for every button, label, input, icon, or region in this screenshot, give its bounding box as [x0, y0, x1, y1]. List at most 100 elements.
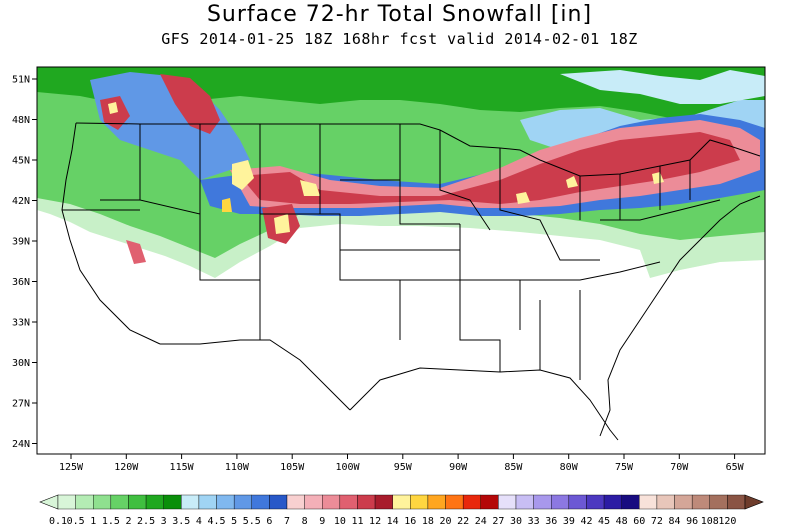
- colorbar-label: 72: [651, 516, 663, 527]
- colorbar-swatch: [603, 494, 622, 510]
- lat-label: 51N: [12, 75, 30, 86]
- colorbar-label: 22: [457, 516, 469, 527]
- colorbar-label: 96: [686, 516, 698, 527]
- lat-label: 39N: [12, 237, 30, 248]
- colorbar-left-arrow: [39, 494, 59, 510]
- colorbar-swatch: [286, 494, 305, 510]
- lon-label: 75W: [615, 462, 634, 473]
- map-subtitle: GFS 2014-01-25 18Z 168hr fcst valid 2014…: [161, 30, 638, 48]
- colorbar-swatch: [551, 494, 570, 510]
- colorbar-label: 1.5: [102, 516, 120, 527]
- lon-label: 80W: [560, 462, 579, 473]
- colorbar-swatch: [498, 494, 517, 510]
- map-boundaries: [61, 122, 761, 441]
- colorbar-label: 48: [616, 516, 628, 527]
- colorbar-label: 45: [598, 516, 610, 527]
- colorbar-swatch: [216, 494, 235, 510]
- colorbar-swatch: [586, 494, 605, 510]
- colorbar-label: 7: [284, 516, 290, 527]
- colorbar-swatch: [110, 494, 129, 510]
- colorbar-label: 84: [669, 516, 681, 527]
- colorbar-swatch: [339, 494, 358, 510]
- plot-frame: [36, 66, 766, 455]
- latitude-axis: 51N 48N 45N 42N 39N 36N 33N 30N 27N 24N: [12, 75, 37, 450]
- colorbar-label: 1: [90, 516, 96, 527]
- colorbar-swatch: [269, 494, 288, 510]
- colorbar-swatch: [57, 494, 76, 510]
- colorbar-swatch: [322, 494, 341, 510]
- lat-label: 24N: [12, 439, 30, 450]
- colorbar-swatch: [181, 494, 200, 510]
- colorbar-label: 3.5: [172, 516, 190, 527]
- colorbar-swatch: [304, 494, 323, 510]
- colorbar-swatch: [163, 494, 182, 510]
- colorbar-label: 24: [475, 516, 487, 527]
- colorbar-label: 27: [492, 516, 504, 527]
- colorbar-label: 2: [125, 516, 131, 527]
- lon-label: 70W: [670, 462, 689, 473]
- colorbar-label: 2.5: [137, 516, 155, 527]
- colorbar-label: 12: [369, 516, 381, 527]
- lon-label: 85W: [504, 462, 523, 473]
- lon-label: 125W: [59, 462, 84, 473]
- colorbar-swatch: [357, 494, 376, 510]
- colorbar-label: 20: [440, 516, 452, 527]
- colorbar-label: 8: [302, 516, 308, 527]
- colorbar-swatch: [410, 494, 429, 510]
- map-title: Surface 72-hr Total Snowfall [in]: [206, 2, 593, 27]
- colorbar-label: 4: [196, 516, 202, 527]
- colorbar-label: 0.1: [49, 516, 67, 527]
- lon-label: 95W: [394, 462, 413, 473]
- colorbar-swatch: [374, 494, 393, 510]
- colorbar-swatch: [691, 494, 710, 510]
- colorbar-label: 10: [334, 516, 346, 527]
- colorbar-swatch: [198, 494, 217, 510]
- colorbar-label: 14: [387, 516, 399, 527]
- lon-label: 120W: [114, 462, 139, 473]
- colorbar-swatch: [639, 494, 658, 510]
- lon-label: 115W: [170, 462, 195, 473]
- longitude-axis: 125W 120W 115W 110W 105W 100W 95W 90W 85W 80W 75W 7…: [59, 454, 745, 473]
- colorbar-swatch: [533, 494, 552, 510]
- colorbar-swatch: [674, 494, 693, 510]
- colorbar-label: 4.5: [208, 516, 226, 527]
- lat-label: 30N: [12, 358, 30, 369]
- colorbar-label: 0.5: [67, 516, 85, 527]
- colorbar-swatch: [515, 494, 534, 510]
- colorbar-swatch: [445, 494, 464, 510]
- colorbar-label: 60: [633, 516, 645, 527]
- lon-label: 90W: [449, 462, 468, 473]
- snowfall-shading: [37, 67, 765, 278]
- colorbar-label: 39: [563, 516, 575, 527]
- colorbar-label: 42: [580, 516, 592, 527]
- colorbar-swatch: [621, 494, 640, 510]
- colorbar-swatch: [480, 494, 499, 510]
- colorbar-swatch: [233, 494, 252, 510]
- colorbar-swatch: [709, 494, 728, 510]
- colorbar-label: 36: [545, 516, 557, 527]
- colorbar-label: 33: [528, 516, 540, 527]
- colorbar-swatch: [93, 494, 112, 510]
- colorbar-label: 3: [161, 516, 167, 527]
- lat-label: 27N: [12, 399, 30, 410]
- colorbar-label: 18: [422, 516, 434, 527]
- colorbar-swatch: [462, 494, 481, 510]
- colorbar-swatch: [656, 494, 675, 510]
- colorbar-swatch: [251, 494, 270, 510]
- colorbar-label: 9: [319, 516, 325, 527]
- lat-label: 48N: [12, 115, 30, 126]
- lat-label: 36N: [12, 277, 30, 288]
- colorbar-label: 108: [701, 516, 719, 527]
- colorbar-swatch: [727, 494, 746, 510]
- colorbar-label: 6: [266, 516, 272, 527]
- colorbar-swatch: [392, 494, 411, 510]
- colorbar-label: 120: [718, 516, 736, 527]
- lon-label: 65W: [726, 462, 745, 473]
- colorbar-swatch: [75, 494, 94, 510]
- colorbar: 0.1 0.5 1 1.5 2 2.5 3 3.5 4 4.5 5 5.5 6 7 8 9 10 11 12 14 16…: [39, 494, 764, 527]
- lon-label: 105W: [280, 462, 305, 473]
- colorbar-label: 16: [404, 516, 416, 527]
- colorbar-label: 11: [351, 516, 363, 527]
- lat-label: 45N: [12, 156, 30, 167]
